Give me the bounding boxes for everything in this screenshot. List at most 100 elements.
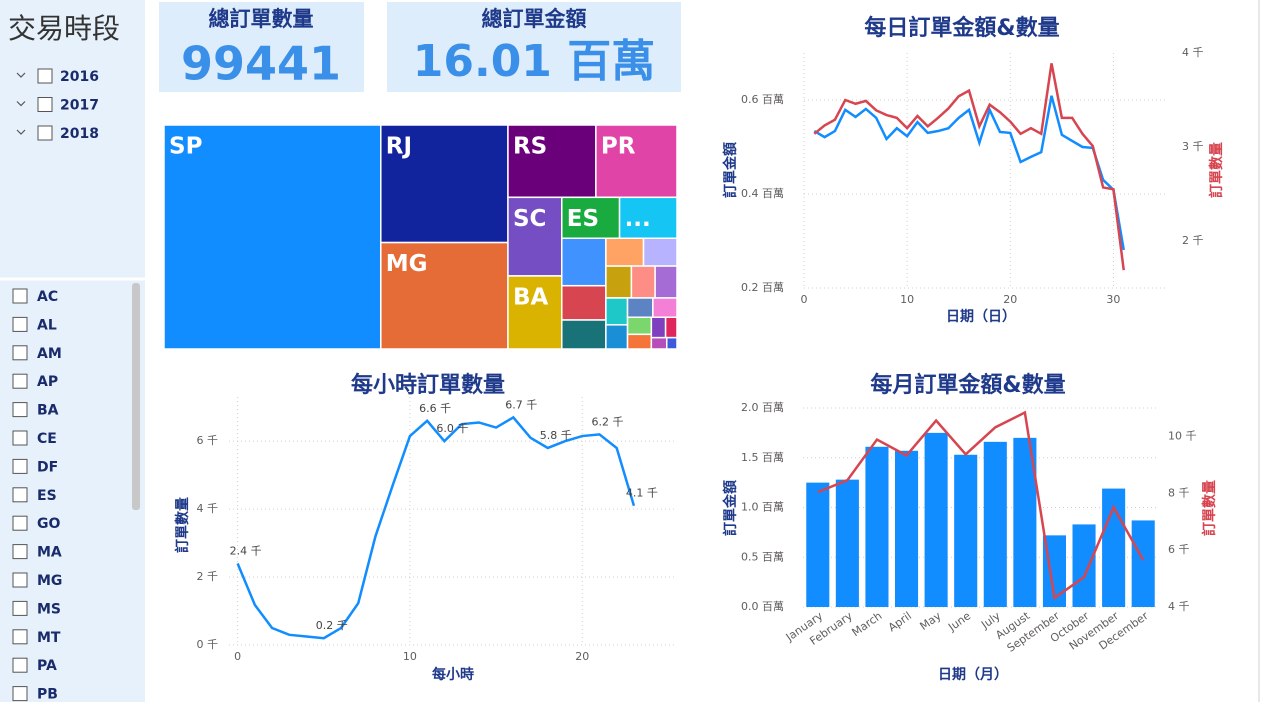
treemap-tile[interactable] <box>630 265 656 299</box>
x-axis-label: 每小時 <box>432 666 474 683</box>
checkbox[interactable] <box>37 97 53 112</box>
checkbox[interactable] <box>37 125 53 141</box>
y2-tick-label: 4 千 <box>1168 600 1190 613</box>
treemap-tile[interactable] <box>618 196 678 239</box>
checkbox[interactable] <box>12 629 28 645</box>
bar[interactable] <box>1072 524 1096 607</box>
y-axis-label: 訂單數量 <box>174 497 191 553</box>
data-label: 0.2 千 <box>316 619 348 632</box>
treemap-tile[interactable] <box>605 324 629 350</box>
line-series <box>813 63 1125 271</box>
chevron[interactable] <box>16 72 26 78</box>
year-label: 2018 <box>60 126 99 142</box>
x-tick-label: 20 <box>1003 293 1017 306</box>
treemap-tile[interactable] <box>626 297 654 318</box>
data-label: 6.6 千 <box>419 402 451 415</box>
bar[interactable] <box>806 482 830 607</box>
bar[interactable] <box>983 441 1007 607</box>
bar[interactable] <box>865 446 889 607</box>
x-tick-label: 0 <box>234 650 241 663</box>
tile-label: MG <box>386 251 428 277</box>
card <box>387 2 681 92</box>
state-label: MT <box>37 630 61 646</box>
bar[interactable] <box>895 450 919 607</box>
treemap-tile[interactable] <box>654 265 678 299</box>
card-title: 總訂單數量 <box>209 7 314 31</box>
y2-axis-label: 訂單數量 <box>1208 142 1225 198</box>
chevron[interactable] <box>16 101 26 107</box>
x-tick-label: May <box>917 609 943 633</box>
tile-label: BA <box>513 284 549 310</box>
checkbox[interactable] <box>12 600 28 616</box>
checkbox[interactable] <box>12 572 28 588</box>
checkbox[interactable] <box>12 487 28 503</box>
bar[interactable] <box>1042 535 1066 607</box>
treemap-tile[interactable] <box>665 336 678 350</box>
bar[interactable] <box>835 479 859 607</box>
checkbox[interactable] <box>12 515 28 531</box>
state-label: AL <box>37 317 57 333</box>
data-label: 4.1 千 <box>626 487 658 500</box>
chart-title: 每日訂單金額&數量 <box>864 15 1059 41</box>
data-label: 6.2 千 <box>591 415 623 428</box>
y-tick-label: 2.0 百萬 <box>741 401 784 414</box>
chevron[interactable] <box>16 129 26 135</box>
checkbox[interactable] <box>12 430 28 446</box>
bar[interactable] <box>954 454 978 607</box>
state-label: CE <box>37 431 57 447</box>
checkbox[interactable] <box>12 316 28 332</box>
data-label: 6.7 千 <box>505 398 537 411</box>
state-label: AP <box>37 374 58 390</box>
treemap-tile[interactable] <box>664 316 678 339</box>
treemap-tile[interactable] <box>561 237 607 287</box>
treemap-tile[interactable] <box>605 237 645 267</box>
treemap-tile[interactable] <box>626 316 653 336</box>
treemap-tile[interactable] <box>650 316 667 339</box>
data-label: 6.0 千 <box>436 422 468 435</box>
treemap-tile[interactable] <box>380 241 509 350</box>
state-label: ES <box>37 488 57 504</box>
checkbox[interactable] <box>12 686 28 702</box>
state-label: AM <box>37 346 62 362</box>
checkbox[interactable] <box>12 373 28 389</box>
card-title: 總訂單金額 <box>482 7 587 31</box>
treemap-tile[interactable] <box>595 124 678 199</box>
x-axis-label: 日期（月） <box>938 667 1008 683</box>
tile-label: SC <box>513 206 546 232</box>
x-tick-label: 20 <box>575 650 589 663</box>
treemap-tile[interactable] <box>605 297 629 326</box>
scrollbar[interactable] <box>132 283 140 510</box>
treemap-tile[interactable] <box>507 275 563 350</box>
treemap-tile[interactable] <box>626 333 653 350</box>
treemap-tile[interactable] <box>652 297 678 318</box>
x-tick-label: 10 <box>403 650 417 663</box>
y-tick-label: 1.0 百萬 <box>741 501 784 514</box>
treemap-tile[interactable] <box>561 196 621 239</box>
data-label: 5.8 千 <box>540 429 572 442</box>
x-tick-label: 30 <box>1106 293 1120 306</box>
y-tick-label: 6 千 <box>197 434 219 447</box>
checkbox[interactable] <box>12 544 28 560</box>
checkbox[interactable] <box>12 458 28 474</box>
checkbox[interactable] <box>12 288 28 304</box>
bar[interactable] <box>1131 520 1155 607</box>
treemap-tile[interactable] <box>507 196 563 277</box>
bar[interactable] <box>1013 437 1037 607</box>
tile-label: ES <box>567 206 599 232</box>
treemap-tile[interactable] <box>561 319 607 350</box>
y2-axis-label: 訂單數量 <box>1201 480 1218 536</box>
treemap-tile[interactable] <box>605 265 633 299</box>
x-axis-label: 日期（日） <box>946 309 1016 325</box>
slicer-title: 交易時段 <box>8 12 120 45</box>
line-series <box>817 410 1145 601</box>
checkbox[interactable] <box>12 402 28 418</box>
bar[interactable] <box>924 432 948 607</box>
treemap-tile[interactable] <box>642 237 678 267</box>
checkbox[interactable] <box>37 68 53 84</box>
y-tick-label: 0 千 <box>197 638 219 651</box>
treemap-tile[interactable] <box>650 336 668 350</box>
y-tick-label: 4 千 <box>197 502 219 515</box>
checkbox[interactable] <box>12 345 28 361</box>
treemap-tile[interactable] <box>561 284 607 321</box>
checkbox[interactable] <box>12 657 28 673</box>
